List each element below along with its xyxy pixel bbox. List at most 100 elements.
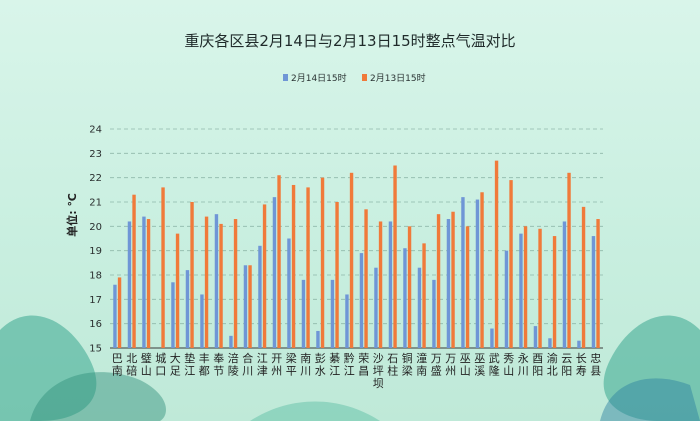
x-category-label: 秀山: [503, 352, 514, 378]
x-category-label: 涪陵: [228, 351, 239, 378]
bar-series-1: [403, 248, 407, 348]
x-axis-categories: 巴南北碚璧山城口大足垫江丰都奉节涪陵合川江津开州梁平南川彭水綦江黔江荣昌沙坪坝石…: [112, 351, 602, 390]
x-category-label: 永川: [518, 351, 529, 378]
bar-series-2: [190, 202, 194, 348]
bar-series-1: [446, 219, 451, 348]
x-category-label: 大足: [170, 351, 181, 378]
bar-series-1: [272, 197, 277, 348]
x-category-label: 巴南: [112, 352, 123, 378]
bar-series-2: [364, 209, 368, 348]
leaf-decoration-right-2: [600, 378, 700, 421]
bar-series-1: [345, 294, 349, 348]
bar-series-2: [436, 214, 441, 348]
bar-series-2: [494, 160, 499, 348]
bar-series-1: [533, 326, 538, 348]
bar-series-1: [359, 253, 364, 348]
x-category-label: 石柱: [387, 352, 398, 378]
y-tick-label: 15: [89, 344, 102, 355]
x-category-label: 垫江: [184, 351, 195, 378]
bar-series-2: [320, 177, 325, 348]
bar-series-2: [596, 219, 600, 348]
x-category-label: 北碚: [126, 352, 137, 378]
leaf-decoration-left: [0, 315, 97, 421]
legend-swatch-series-2: [362, 74, 367, 81]
y-tick-label: 22: [89, 173, 102, 184]
x-category-label: 武隆: [489, 352, 500, 378]
x-category-label: 黔江: [344, 351, 355, 378]
x-category-label: 渝北: [547, 351, 558, 378]
x-category-label: 合川: [242, 351, 253, 378]
bar-series-1: [243, 265, 248, 348]
y-tick-label: 16: [89, 319, 102, 330]
bar-series-2: [422, 243, 426, 348]
bar-series-1: [287, 238, 291, 348]
bar-series-1: [127, 221, 132, 348]
x-category-label: 彭水: [315, 351, 326, 378]
bar-series-1: [577, 340, 581, 348]
bar-series-1: [229, 335, 233, 348]
y-tick-label: 21: [89, 198, 102, 209]
bar-series-1: [548, 338, 552, 348]
y-tick-label: 23: [89, 149, 102, 160]
leaf-decoration-bottom: [250, 401, 380, 421]
bar-series-1: [258, 245, 262, 348]
bar-series-1: [113, 284, 117, 348]
x-category-label: 万州: [445, 352, 456, 378]
bar-series-2: [378, 221, 383, 348]
bar-series-2: [132, 194, 136, 348]
bar-series-2: [581, 206, 586, 348]
bar-series-2: [523, 226, 528, 348]
x-category-label: 长寿: [576, 352, 587, 378]
bar-series-2: [567, 172, 571, 348]
x-category-label: 万盛: [431, 352, 442, 378]
bar-series-1: [490, 328, 494, 348]
bar-series-2: [552, 236, 557, 348]
bar-series-1: [417, 267, 422, 348]
bar-series-1: [171, 282, 175, 348]
bar-series-2: [161, 187, 165, 348]
bar-series-1: [504, 250, 509, 348]
legend-swatch-series-1: [283, 74, 288, 81]
x-category-label: 酉阳: [532, 352, 543, 378]
x-category-label: 开州: [271, 352, 282, 378]
bar-series-1: [475, 199, 480, 348]
y-tick-label: 19: [89, 246, 102, 257]
bar-series-2: [262, 204, 267, 348]
bars: [113, 160, 600, 348]
bar-series-1: [461, 197, 465, 348]
leaf-decoration-right: [603, 315, 700, 421]
bar-series-2: [465, 226, 470, 348]
bar-series-1: [591, 236, 596, 348]
bar-series-1: [388, 221, 393, 348]
bar-series-2: [117, 277, 122, 348]
bar-series-2: [407, 226, 412, 348]
decoration-background: [0, 315, 700, 421]
bar-series-2: [175, 233, 180, 348]
y-axis-label: 单位: ℃: [65, 193, 79, 237]
x-category-label: 綦江: [329, 352, 340, 378]
bar-series-2: [393, 165, 397, 348]
bar-series-1: [142, 216, 146, 348]
y-tick-label: 24: [89, 125, 102, 136]
bar-series-1: [374, 267, 378, 348]
x-category-label: 荣昌: [358, 352, 369, 378]
bar-series-1: [301, 279, 306, 348]
x-category-label: 巫山: [460, 352, 471, 378]
x-category-label: 忠县: [590, 352, 601, 378]
bar-series-2: [277, 175, 281, 348]
x-category-label: 云阳: [561, 352, 572, 378]
bar-series-2: [335, 202, 339, 348]
bar-series-1: [562, 221, 567, 348]
chart-title: 重庆各区县2月14日与2月13日15时整点气温对比: [184, 32, 515, 50]
x-category-label: 南川: [300, 352, 311, 378]
bar-series-2: [291, 184, 296, 348]
x-category-label: 铜梁: [402, 351, 413, 378]
bar-series-1: [214, 214, 219, 348]
bar-series-2: [480, 192, 484, 348]
x-category-label: 城口: [155, 352, 166, 378]
bar-series-1: [185, 270, 190, 348]
legend-label-series-1: 2月14日15时: [291, 72, 347, 84]
bar-series-1: [432, 279, 436, 348]
bar-series-2: [451, 211, 455, 348]
